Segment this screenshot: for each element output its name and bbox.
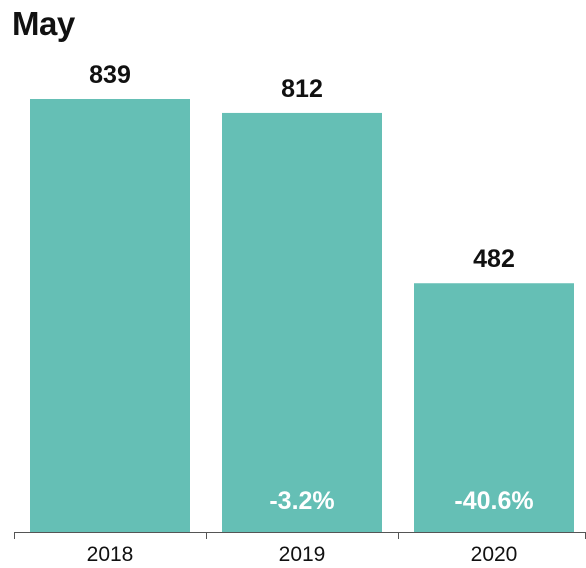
bar-2019	[222, 112, 382, 532]
x-tick-label-2019: 2019	[279, 543, 326, 566]
x-tick-label-2018: 2018	[87, 543, 134, 566]
value-label-2020: 482	[473, 245, 515, 273]
chart-title: May	[12, 5, 75, 42]
change-label-2020: -40.6%	[454, 487, 533, 515]
change-label-2019: -3.2%	[269, 487, 334, 515]
x-axis: 2018 2019 2020	[14, 532, 586, 566]
bar-2020	[414, 283, 574, 532]
x-tick-label-2020: 2020	[471, 543, 518, 566]
bar-2018	[30, 99, 190, 532]
bars-layer	[30, 99, 574, 532]
value-label-2018: 839	[89, 61, 131, 89]
labels-layer: 839 812 -3.2% 482 -40.6%	[89, 61, 533, 515]
value-label-2019: 812	[281, 75, 323, 103]
